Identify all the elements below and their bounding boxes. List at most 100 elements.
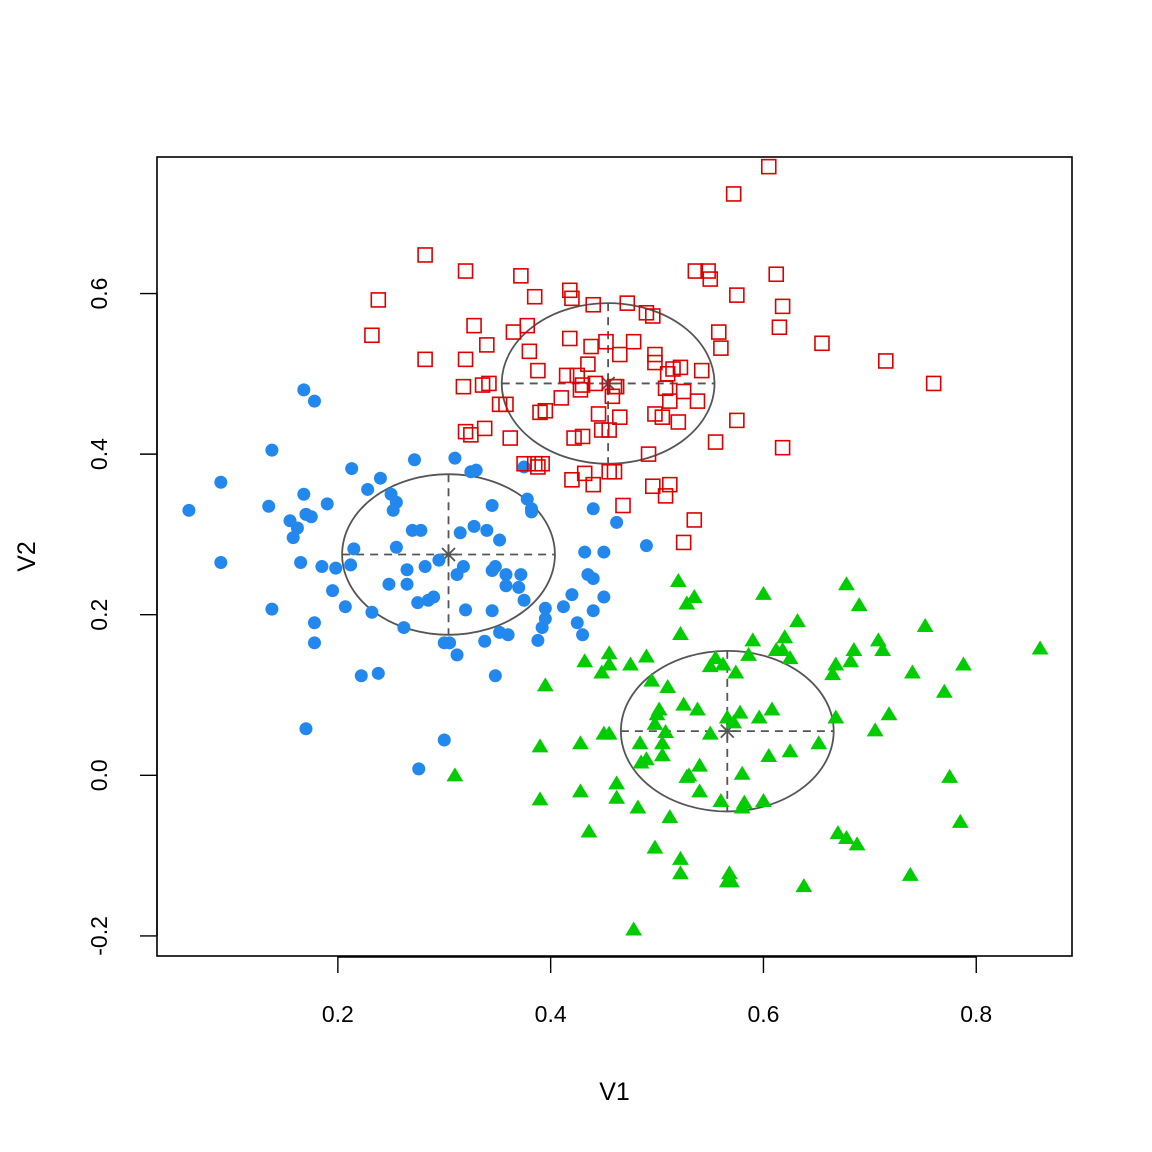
data-point — [365, 605, 379, 619]
data-point — [733, 765, 751, 780]
data-point — [562, 330, 578, 347]
data-point — [538, 601, 552, 615]
data-point — [653, 747, 671, 762]
data-point — [744, 632, 762, 647]
data-point — [597, 545, 611, 559]
data-point — [499, 579, 513, 593]
data-point — [600, 656, 618, 671]
data-point — [672, 850, 689, 865]
data-point — [572, 783, 589, 798]
data-point — [662, 393, 678, 409]
data-point — [619, 295, 636, 311]
data-point — [521, 343, 538, 360]
data-point — [400, 563, 414, 577]
data-point — [354, 669, 368, 683]
data-point — [750, 709, 768, 724]
x-tick-label: 0.8 — [960, 1001, 992, 1027]
series-filled-triangle — [446, 572, 1049, 936]
data-point — [593, 422, 610, 438]
data-point — [558, 367, 575, 384]
data-point — [880, 706, 898, 721]
data-point — [713, 340, 729, 356]
data-point — [598, 333, 614, 350]
data-point — [685, 589, 703, 604]
data-point — [294, 556, 308, 570]
data-point — [532, 404, 548, 421]
data-point — [299, 722, 313, 736]
data-point — [661, 809, 679, 824]
data-point — [530, 362, 546, 379]
data-point — [951, 813, 969, 828]
data-point — [710, 324, 727, 340]
data-point — [488, 669, 502, 683]
y-tick-label: 0.0 — [86, 759, 112, 791]
data-point — [488, 560, 502, 574]
data-point — [721, 865, 738, 880]
x-tick-label: 0.6 — [747, 1001, 779, 1027]
data-point — [586, 604, 600, 618]
data-point — [675, 696, 693, 711]
data-point — [297, 487, 311, 501]
data-point — [519, 317, 536, 334]
data-point — [459, 603, 473, 617]
data-point — [397, 621, 411, 635]
data-point — [771, 319, 788, 336]
data-point — [265, 602, 279, 616]
data-point — [935, 683, 953, 698]
data-point — [625, 333, 642, 350]
data-point — [307, 616, 321, 630]
data-point — [427, 590, 441, 604]
data-point — [691, 783, 709, 798]
data-point — [638, 751, 655, 766]
data-point — [457, 423, 474, 440]
data-point — [740, 646, 757, 661]
series-filled-circle — [182, 383, 653, 776]
data-point — [480, 523, 494, 537]
data-point — [814, 335, 830, 352]
data-point — [570, 616, 584, 630]
data-point — [412, 762, 426, 776]
data-point — [916, 617, 934, 632]
data-point — [580, 356, 596, 372]
data-point — [364, 327, 380, 344]
data-point — [760, 748, 778, 763]
data-point — [590, 406, 607, 422]
data-point — [513, 268, 529, 284]
data-point — [585, 296, 602, 313]
data-point — [531, 633, 545, 647]
data-point — [768, 266, 785, 283]
data-point — [453, 526, 467, 540]
data-point — [610, 515, 624, 529]
x-axis-title: V1 — [599, 1078, 630, 1106]
data-point — [625, 921, 643, 936]
data-point — [370, 292, 387, 308]
data-point — [842, 653, 860, 668]
data-point — [400, 577, 414, 591]
data-point — [307, 636, 321, 650]
data-point — [712, 793, 730, 808]
data-point — [755, 585, 772, 600]
data-point — [553, 390, 570, 406]
data-point — [414, 523, 428, 537]
data-point — [731, 704, 749, 719]
data-point — [729, 412, 745, 429]
data-point — [689, 393, 706, 409]
data-point — [456, 560, 470, 574]
data-point — [827, 656, 845, 671]
data-point — [344, 558, 358, 572]
data-point — [373, 471, 387, 485]
data-point — [578, 545, 592, 559]
y-tick-label: -0.2 — [86, 916, 112, 956]
data-point — [955, 656, 972, 671]
data-point — [606, 378, 623, 395]
data-point — [418, 560, 432, 574]
data-point — [587, 375, 604, 392]
data-point — [925, 375, 942, 392]
data-point — [307, 394, 321, 408]
data-point — [501, 628, 515, 642]
data-point — [512, 580, 526, 594]
data-point — [866, 722, 884, 737]
data-point — [612, 409, 628, 425]
data-point — [315, 560, 329, 574]
data-point — [562, 282, 578, 299]
